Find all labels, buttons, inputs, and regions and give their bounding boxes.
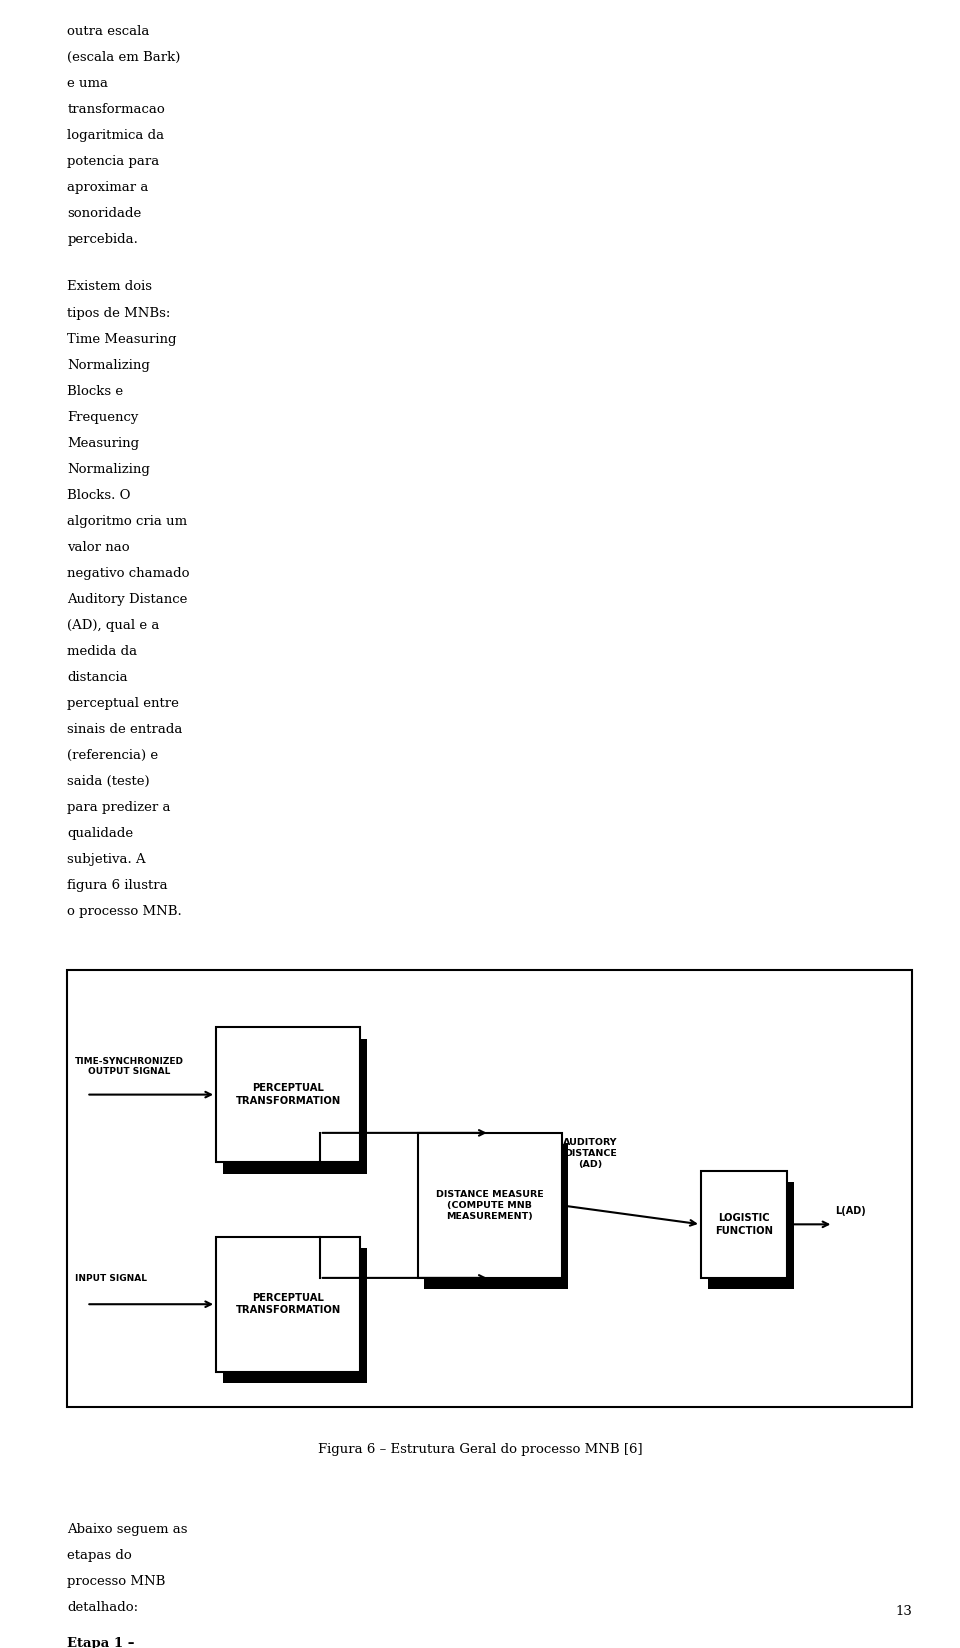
Text: tipos de MNBs:: tipos de MNBs: — [67, 307, 171, 320]
Text: Time Measuring: Time Measuring — [67, 333, 177, 346]
Text: para predizer a: para predizer a — [67, 801, 171, 814]
Text: logaritmica da: logaritmica da — [67, 129, 164, 142]
Text: (escala em Bark): (escala em Bark) — [67, 51, 180, 64]
Text: 13: 13 — [895, 1605, 912, 1618]
Text: Abaixo seguem as: Abaixo seguem as — [67, 1523, 188, 1536]
Bar — [418, 1132, 562, 1277]
Text: AUDITORY
DISTANCE
(AD): AUDITORY DISTANCE (AD) — [564, 1137, 617, 1168]
Text: medida da: medida da — [67, 644, 137, 658]
Text: Existem dois: Existem dois — [67, 280, 153, 293]
Text: transformacao: transformacao — [67, 102, 165, 115]
Text: o processo MNB.: o processo MNB. — [67, 905, 182, 918]
Bar — [223, 1038, 367, 1173]
Bar — [708, 1182, 794, 1289]
Text: potencia para: potencia para — [67, 155, 159, 168]
Text: Normalizing: Normalizing — [67, 463, 150, 476]
Text: L(AD): L(AD) — [835, 1206, 866, 1216]
Text: detalhado:: detalhado: — [67, 1600, 138, 1613]
Text: Blocks. O: Blocks. O — [67, 489, 131, 501]
Bar — [223, 1248, 367, 1383]
Text: etapas do: etapas do — [67, 1549, 132, 1562]
Text: percebida.: percebida. — [67, 232, 138, 246]
Text: Etapa 1 –: Etapa 1 – — [67, 1638, 134, 1648]
Text: processo MNB: processo MNB — [67, 1575, 165, 1587]
Text: aproximar a: aproximar a — [67, 181, 149, 194]
Text: algoritmo cria um: algoritmo cria um — [67, 514, 187, 527]
Bar — [424, 1144, 568, 1289]
Text: PERCEPTUAL
TRANSFORMATION: PERCEPTUAL TRANSFORMATION — [235, 1294, 341, 1315]
Text: saida (teste): saida (teste) — [67, 775, 150, 788]
Text: sonoridade: sonoridade — [67, 208, 141, 219]
Bar — [701, 1170, 787, 1277]
Text: qualidade: qualidade — [67, 827, 133, 840]
Text: negativo chamado: negativo chamado — [67, 567, 190, 580]
Text: Figura 6 – Estrutura Geral do processo MNB [6]: Figura 6 – Estrutura Geral do processo M… — [318, 1444, 642, 1455]
Text: PERCEPTUAL
TRANSFORMATION: PERCEPTUAL TRANSFORMATION — [235, 1083, 341, 1106]
Text: sinais de entrada: sinais de entrada — [67, 723, 182, 737]
Bar — [216, 1027, 360, 1162]
Text: (referencia) e: (referencia) e — [67, 750, 158, 761]
Text: Frequency: Frequency — [67, 410, 138, 424]
Text: valor nao: valor nao — [67, 541, 130, 554]
Text: outra escala: outra escala — [67, 25, 150, 38]
Bar — [216, 1236, 360, 1371]
Text: e uma: e uma — [67, 77, 108, 89]
Text: Blocks e: Blocks e — [67, 384, 123, 397]
Bar — [67, 971, 912, 1407]
Text: Measuring: Measuring — [67, 437, 139, 450]
Text: (AD), qual e a: (AD), qual e a — [67, 620, 159, 631]
Text: distancia: distancia — [67, 671, 128, 684]
Text: perceptual entre: perceptual entre — [67, 697, 180, 710]
Text: Auditory Distance: Auditory Distance — [67, 593, 187, 606]
Text: Normalizing: Normalizing — [67, 359, 150, 371]
Text: LOGISTIC
FUNCTION: LOGISTIC FUNCTION — [715, 1213, 773, 1236]
Text: TIME-SYNCHRONIZED
OUTPUT SIGNAL: TIME-SYNCHRONIZED OUTPUT SIGNAL — [75, 1056, 184, 1076]
Text: subjetiva. A: subjetiva. A — [67, 854, 146, 867]
Text: DISTANCE MEASURE
(COMPUTE MNB
MEASUREMENT): DISTANCE MEASURE (COMPUTE MNB MEASUREMEN… — [436, 1190, 543, 1221]
Text: INPUT SIGNAL: INPUT SIGNAL — [75, 1274, 147, 1284]
Text: figura 6 ilustra: figura 6 ilustra — [67, 880, 168, 892]
